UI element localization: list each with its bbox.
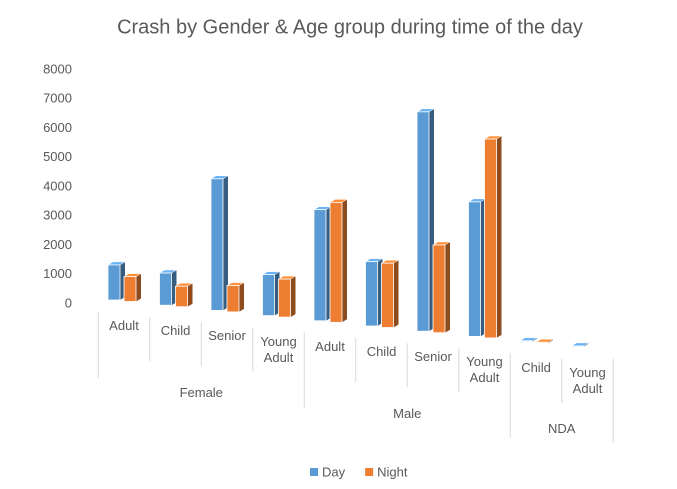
bar [416,111,430,332]
bar [535,341,549,344]
bar [159,272,172,306]
bar-top [535,338,554,343]
bar [571,345,584,348]
bar [313,209,327,322]
bar [107,264,121,301]
bar-side [290,276,296,318]
bar [329,201,343,323]
y-tick-label: 7000 [43,91,72,106]
bar-top [519,337,538,341]
bar [175,285,188,308]
x-tick-label: Young Adult [260,333,297,365]
bar-side [223,175,228,311]
bar-side [136,273,141,302]
group-label: Male [393,405,422,421]
x-tick-label: Senior [208,328,246,344]
y-tick-label: 0 [65,295,72,310]
bar [381,262,394,328]
bar [519,340,533,343]
bar-side [239,282,244,312]
bar-side [342,199,347,323]
y-tick-label: 2000 [43,237,72,252]
bar [432,244,446,334]
y-tick-label: 1000 [43,266,72,281]
bar [278,278,291,318]
x-tick-label: Child [521,359,551,375]
y-tick-label: 6000 [43,120,72,135]
legend-label: Night [377,464,408,479]
bar [365,261,378,327]
group-label: Female [179,384,223,400]
bar [210,178,224,311]
bar [226,285,240,313]
legend-swatch [310,468,318,476]
bar [468,201,481,337]
legend-label: Day [322,464,346,479]
x-tick-label: Adult [315,338,345,354]
bar-side [393,260,399,328]
y-tick-label: 8000 [43,61,72,76]
chart-title: Crash by Gender & Age group during time … [117,16,583,38]
bar [123,276,137,302]
x-tick-label: Child [160,323,191,339]
y-tick-label: 4000 [43,178,72,193]
bar-side [187,283,193,307]
bar-side [445,241,450,333]
bar-side [496,136,502,338]
x-tick-label: Young Adult [466,354,503,386]
y-tick-label: 3000 [43,208,72,223]
group-label: NDA [548,421,576,437]
legend-swatch [365,468,374,476]
x-tick-label: Child [366,344,397,359]
bar-top [570,342,590,347]
x-tick-label: Adult [109,318,139,333]
x-tick-label: Young Adult [569,364,606,396]
bar [262,274,275,316]
x-tick-label: Senior [414,349,452,365]
bar [484,138,497,339]
y-tick-label: 5000 [43,149,72,164]
